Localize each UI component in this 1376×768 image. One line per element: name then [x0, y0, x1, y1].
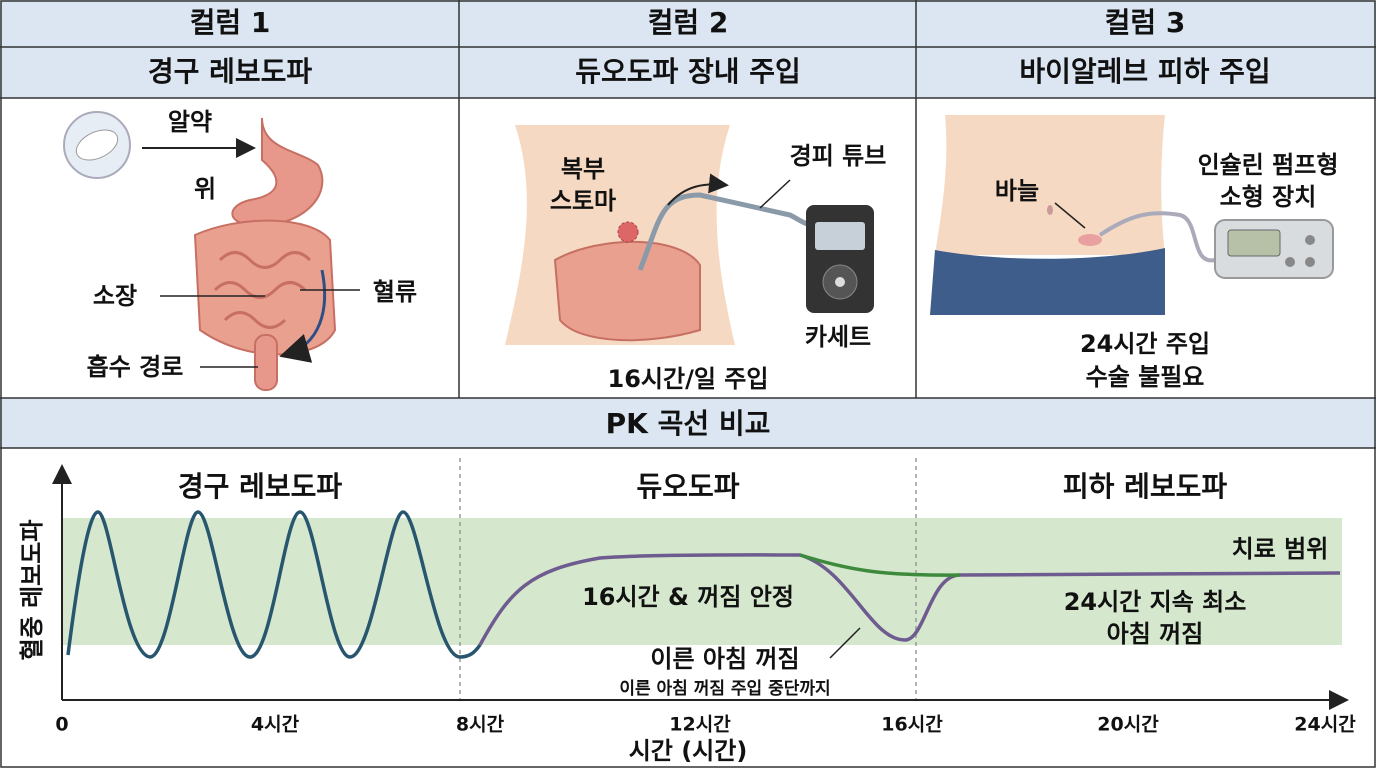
segment-title: 듀오도파	[636, 470, 739, 503]
segment-title: 경구 레보도파	[178, 470, 343, 503]
x-axis-label: 시간 (시간)	[629, 737, 748, 765]
duodopa-illustration	[505, 125, 874, 345]
infusion-curve	[478, 553, 1341, 646]
column-header: 컬럼 1	[190, 6, 271, 39]
x-tick-label: 24시간	[1294, 714, 1356, 736]
label: 복부	[561, 155, 605, 183]
subcutaneous-illustration	[930, 115, 1334, 315]
label: 16시간/일 주입	[608, 365, 769, 393]
label: 인슐린 펌프형	[1198, 151, 1339, 179]
label: 위	[194, 175, 216, 203]
pointer	[829, 627, 861, 659]
annotation: 아침 꺼짐	[1107, 620, 1204, 648]
divider	[459, 458, 917, 700]
label: 알약	[168, 108, 212, 136]
oral-illustration	[63, 111, 360, 391]
x-tick-label: 20시간	[1097, 714, 1159, 736]
column-title: 경구 레보도파	[148, 55, 313, 88]
x-tick-label: 16시간	[881, 714, 943, 736]
column-header: 컬럼 3	[1105, 6, 1186, 39]
oral-curve	[66, 510, 482, 659]
x-ticks: 0 4시간 8시간 12시간 16시간 20시간 24시간	[55, 714, 1356, 736]
label: 카세트	[805, 323, 871, 351]
label: 바늘	[995, 177, 1039, 205]
label: 소형 장치	[1220, 183, 1317, 211]
axes	[52, 464, 1349, 710]
y-axis-label: 혈중 레보도파	[18, 520, 46, 661]
label: 경피 튜브	[790, 142, 887, 170]
stable-curve	[799, 553, 961, 577]
x-tick-label: 8시간	[456, 714, 505, 736]
annotation: 24시간 지속 최소	[1064, 588, 1247, 616]
section-title: PK 곡선 비교	[606, 407, 771, 440]
label: 흡수 경로	[87, 353, 184, 381]
column-title: 바이알레브 피하 주입	[1019, 55, 1270, 88]
x-tick-label: 0	[55, 714, 68, 736]
label: 스토마	[550, 187, 616, 215]
label: 혈류	[373, 278, 417, 306]
label: 수술 불필요	[1086, 363, 1205, 391]
label: 24시간 주입	[1080, 330, 1210, 358]
annotation: 16시간 & 꺼짐 안정	[582, 583, 794, 611]
header-band	[0, 398, 1376, 448]
annotation: 치료 범위	[1232, 535, 1329, 563]
column-title: 듀오도파 장내 주입	[575, 55, 801, 88]
label: 소장	[93, 282, 137, 310]
annotation: 이른 아침 꺼짐 주입 중단까지	[619, 678, 830, 699]
x-tick-label: 4시간	[251, 714, 300, 736]
segment-title: 피하 레보도파	[1063, 470, 1228, 503]
column-header: 컬럼 2	[648, 6, 729, 39]
header-band	[0, 0, 1376, 98]
x-tick-label: 12시간	[669, 714, 731, 736]
therapeutic-range	[62, 518, 1342, 645]
annotation: 이른 아침 꺼짐	[650, 645, 799, 673]
